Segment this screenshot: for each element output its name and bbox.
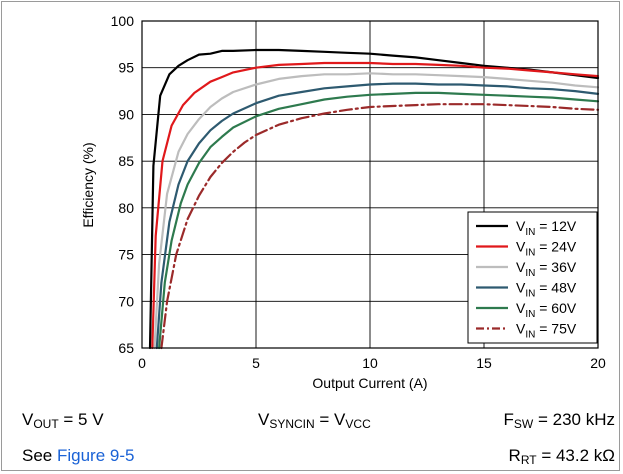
- x-tick-labels: 0 5 10 15 20: [138, 355, 606, 371]
- x-axis-label: Output Current (A): [312, 375, 427, 391]
- syncin-equals: = V: [315, 410, 346, 429]
- rrt-spec: RRT = 43.2 kΩ: [509, 446, 615, 467]
- x-tick-label: 5: [252, 355, 260, 371]
- figure-link[interactable]: Figure 9-5: [57, 446, 134, 465]
- vcc-subscript: VCC: [345, 417, 370, 431]
- vout-value: = 5 V: [59, 410, 104, 429]
- y-tick-label: 90: [118, 106, 134, 122]
- vout-symbol: V: [22, 410, 33, 429]
- fsw-symbol: F: [504, 410, 514, 429]
- y-tick-labels: 65 70 75 80 85 90 95 100: [111, 13, 135, 356]
- fsw-spec: FSW = 230 kHz: [504, 410, 615, 431]
- y-axis-label: Efficiency (%): [80, 142, 96, 227]
- y-tick-label: 65: [118, 340, 134, 356]
- y-tick-label: 85: [118, 153, 134, 169]
- y-tick-label: 95: [118, 60, 134, 76]
- rrt-subscript: RT: [521, 453, 537, 467]
- syncin-subscript: SYNCIN: [269, 417, 314, 431]
- see-text: See: [22, 446, 57, 465]
- syncin-spec: VSYNCIN = VVCC: [258, 410, 371, 431]
- vout-subscript: OUT: [33, 417, 58, 431]
- y-tick-label: 70: [118, 293, 134, 309]
- y-tick-label: 75: [118, 247, 134, 263]
- rrt-symbol: R: [509, 446, 521, 465]
- x-tick-label: 20: [590, 355, 606, 371]
- rrt-value: = 43.2 kΩ: [537, 446, 615, 465]
- y-tick-label: 80: [118, 200, 134, 216]
- vout-spec: VOUT = 5 V: [22, 410, 104, 431]
- y-tick-label: 100: [111, 13, 135, 29]
- fsw-value: = 230 kHz: [533, 410, 615, 429]
- x-tick-label: 10: [362, 355, 378, 371]
- see-figure-note: See Figure 9-5: [22, 446, 134, 466]
- x-tick-label: 0: [138, 355, 146, 371]
- efficiency-chart: 0 5 10 15 20 65 70 75 80 85 90 95 100 VIN = 12VVIN …: [0, 0, 623, 400]
- x-tick-label: 15: [476, 355, 492, 371]
- syncin-symbol: V: [258, 410, 269, 429]
- fsw-subscript: SW: [514, 417, 533, 431]
